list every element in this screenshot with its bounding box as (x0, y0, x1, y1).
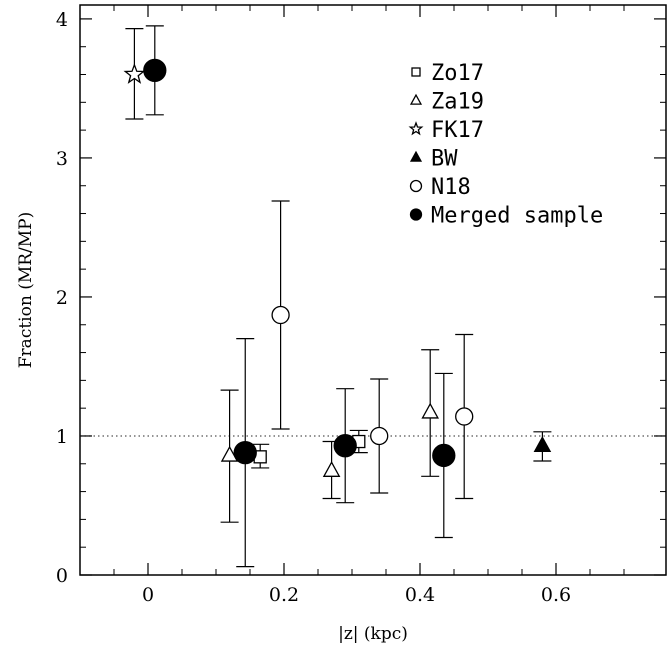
y-tick-label: 3 (56, 148, 68, 170)
legend-label-zo17: Zo17 (431, 61, 484, 86)
legend-label-bw: BW (431, 147, 458, 172)
y-axis-title: Fraction (MR/MP) (16, 212, 36, 368)
legend-label-n18: N18 (431, 175, 471, 200)
legend-label-za19: Za19 (431, 90, 484, 115)
x-axis-title: |z| (kpc) (338, 624, 408, 644)
point-merged-sample (333, 434, 357, 458)
point-merged-sample (432, 443, 456, 468)
x-tick-label: 0.4 (405, 584, 435, 606)
y-tick-label: 0 (56, 565, 68, 587)
point-za19 (220, 445, 239, 462)
x-tick-label: 0.6 (541, 584, 571, 606)
legend-marker-zo17 (411, 67, 421, 77)
point-za19 (322, 460, 341, 477)
legend-label-fk17: FK17 (431, 118, 484, 143)
point-merged-sample (143, 58, 167, 82)
legend-label-merged-sample: Merged sample (431, 204, 603, 229)
legend-marker-n18 (409, 179, 423, 193)
axis-ticks: 0 1 2 3 4 0 0.2 0.4 0.6 (56, 5, 666, 606)
point-za19 (421, 402, 439, 419)
x-tick-label: 0 (142, 584, 154, 606)
point-bw (533, 435, 552, 452)
error-bars (125, 25, 552, 568)
point-n18 (370, 426, 389, 446)
point-merged-sample (233, 441, 257, 465)
point-n18 (271, 305, 290, 325)
data-points (123, 58, 552, 477)
legend-marker-merged-sample (409, 208, 423, 221)
plot-frame (79, 4, 667, 576)
legend-marker-za19 (409, 93, 423, 105)
point-fk17 (123, 63, 146, 84)
y-tick-label: 2 (56, 287, 68, 309)
legend-marker-bw (409, 150, 423, 162)
legend-marker-fk17 (408, 121, 424, 136)
point-n18 (455, 407, 474, 426)
y-tick-label: 1 (56, 426, 68, 448)
y-tick-label: 4 (56, 9, 68, 31)
x-tick-label: 0.2 (269, 584, 299, 606)
legend: Zo17 Za19 FK17 BW N18 Merged sample (408, 61, 603, 229)
